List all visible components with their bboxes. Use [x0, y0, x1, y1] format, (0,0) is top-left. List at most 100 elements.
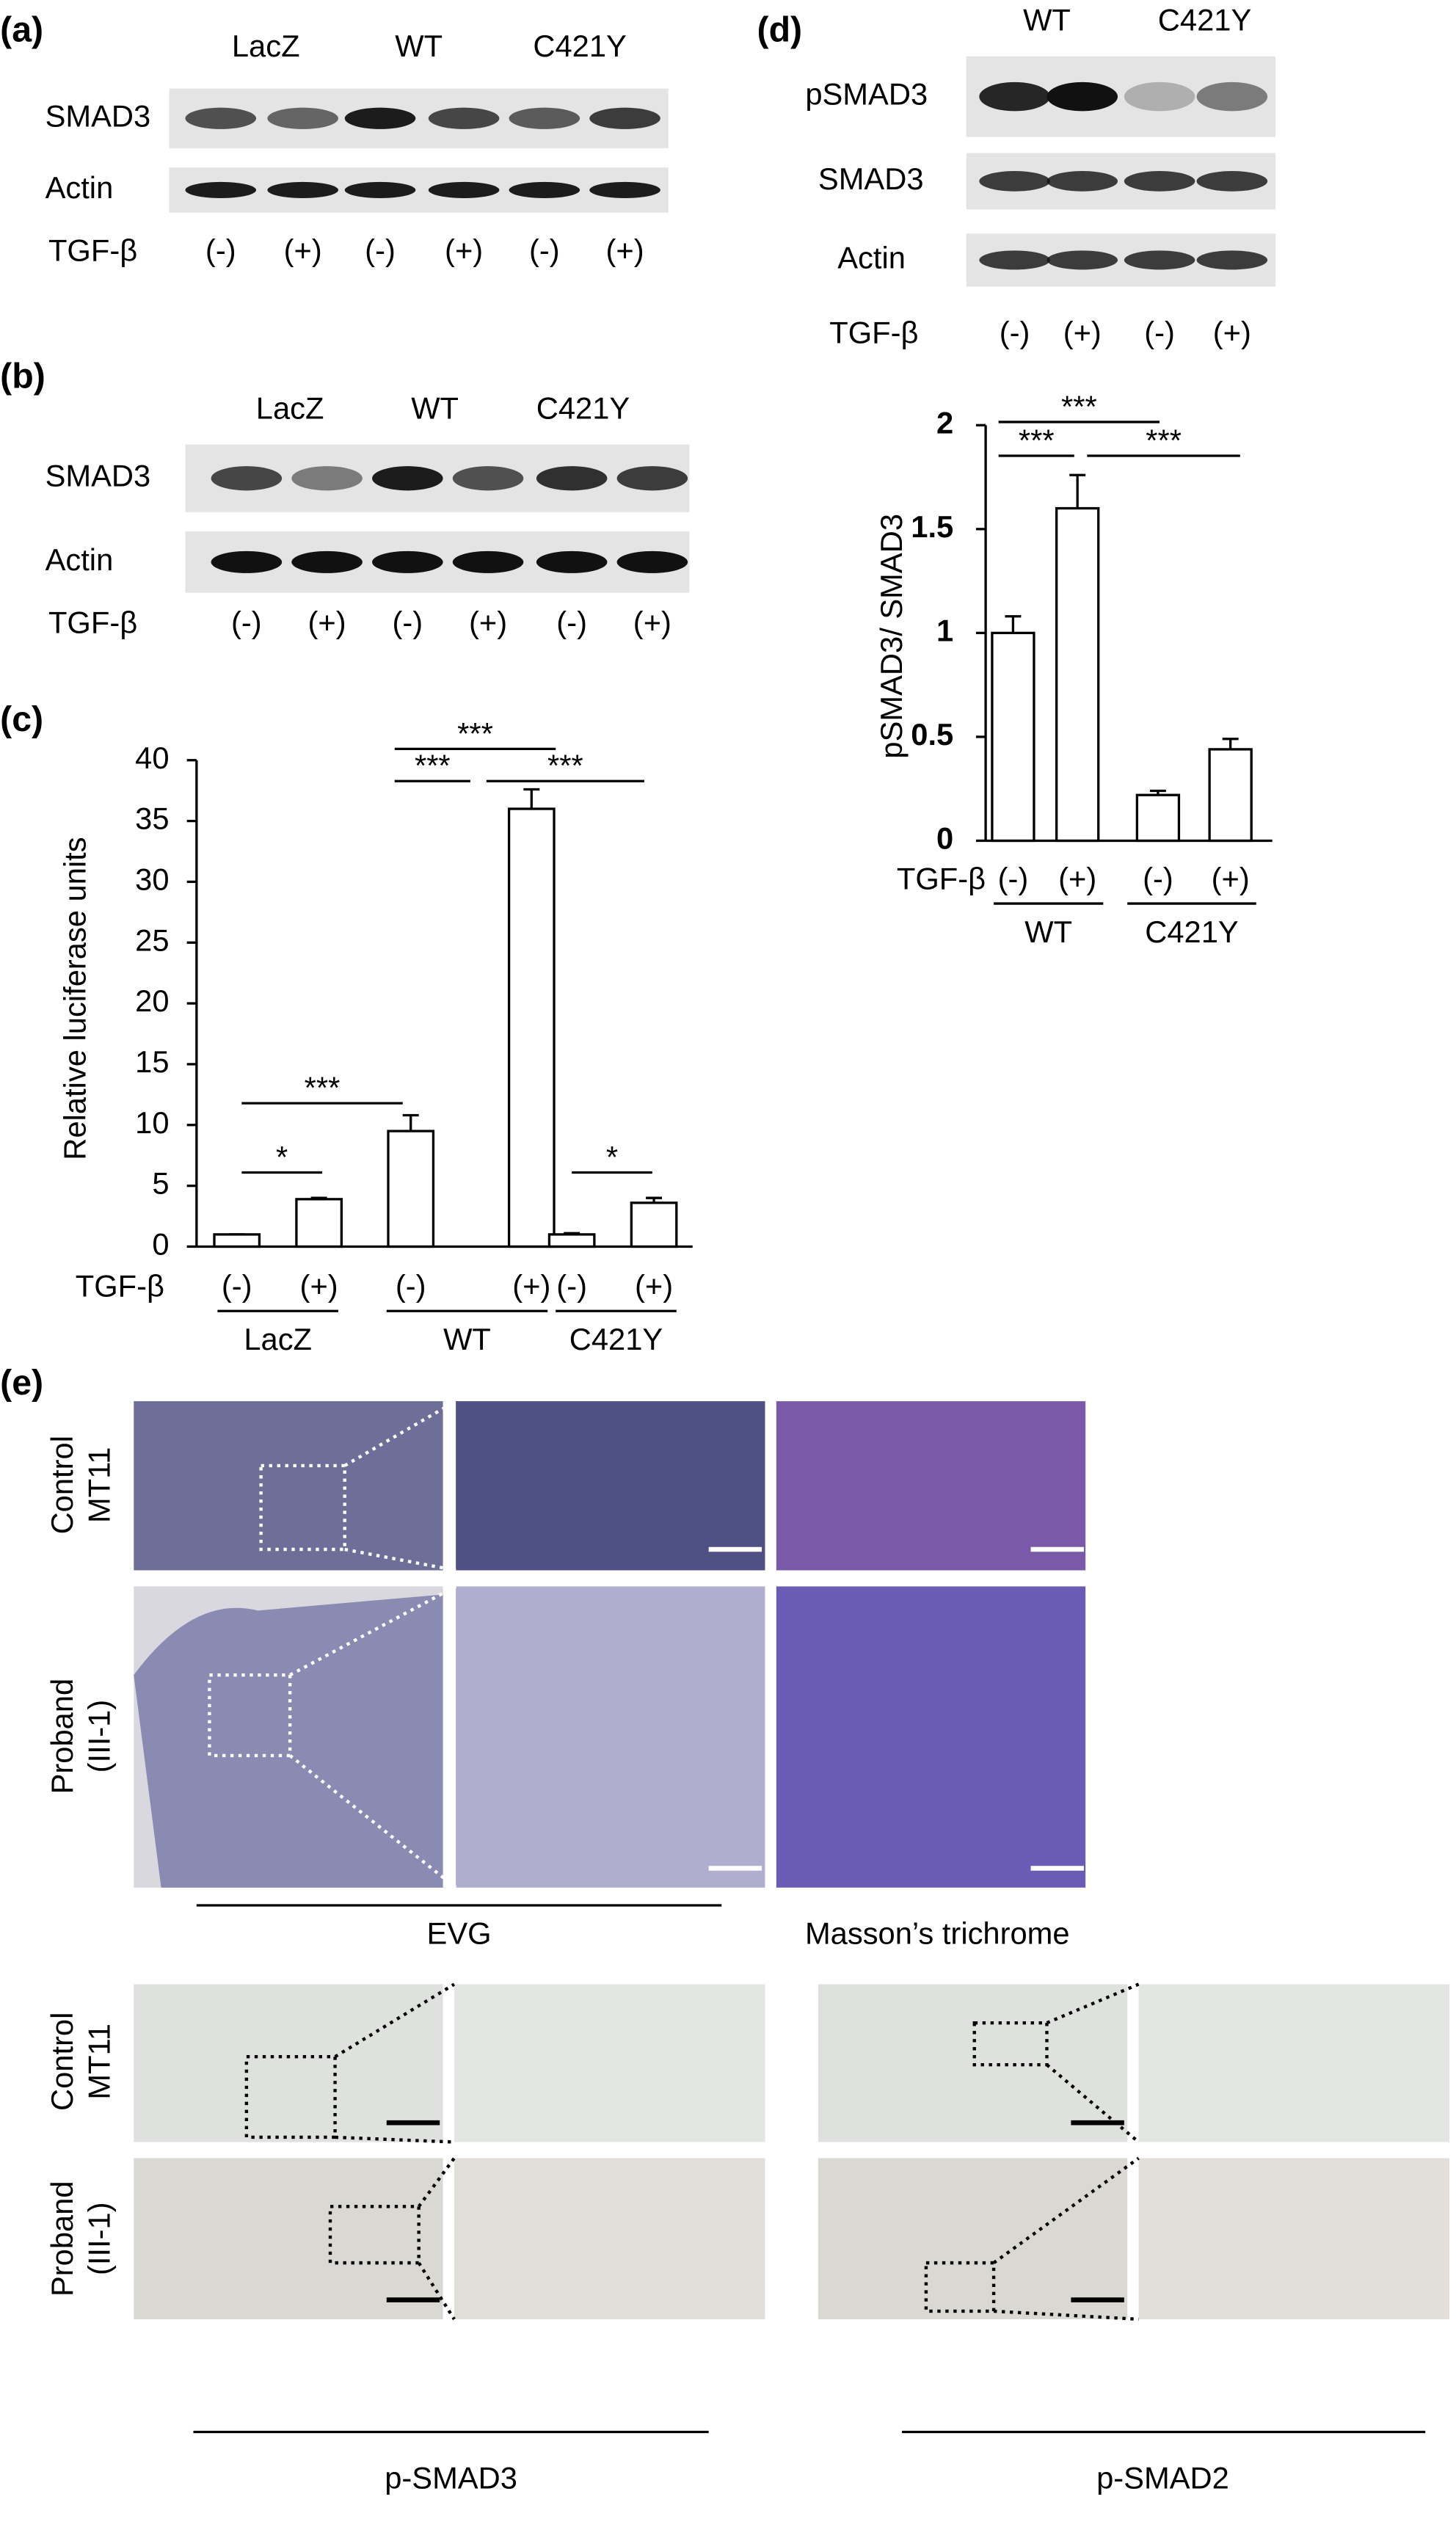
- row-label: SMAD3: [818, 161, 924, 196]
- row-label: Proband: [45, 1679, 79, 1795]
- blot-band: [1124, 171, 1195, 192]
- y-axis-label: pSMAD3/ SMAD3: [874, 514, 909, 759]
- error-bar: [310, 1196, 327, 1199]
- error-bar: [646, 1196, 663, 1203]
- blot-band: [267, 107, 338, 129]
- significance-label: ***: [1019, 423, 1055, 457]
- treatment-label: TGF-β: [76, 1269, 164, 1304]
- row-label: Actin: [46, 542, 114, 577]
- blot-band: [979, 171, 1050, 192]
- lane-label: (-): [556, 605, 587, 639]
- lane-label: (+): [606, 233, 644, 268]
- bar: [1055, 506, 1100, 843]
- zoom-line: [993, 2309, 1139, 2321]
- row-label: (III-1): [81, 1700, 116, 1773]
- significance-label: ***: [547, 749, 583, 783]
- blot-band: [1046, 250, 1118, 270]
- group-label: C421Y: [533, 29, 626, 63]
- zoom-line: [992, 2156, 1140, 2264]
- error-bar: [1222, 738, 1239, 749]
- blot-band: [509, 181, 580, 198]
- x-tick-label: (+): [1058, 861, 1096, 895]
- significance-label: ***: [415, 749, 451, 783]
- zoom-line: [344, 1547, 456, 1572]
- blot-band: [452, 466, 524, 491]
- bar: [213, 1233, 261, 1248]
- panel-label: (a): [0, 10, 43, 50]
- lane-label: (+): [445, 233, 483, 268]
- x-tick-label: (-): [998, 861, 1029, 895]
- bar: [507, 807, 556, 1248]
- bar: [1135, 793, 1181, 843]
- micrograph: [454, 2158, 765, 2319]
- group-label: WT: [1024, 915, 1072, 949]
- bar: [1208, 748, 1253, 843]
- blot-band: [267, 181, 338, 198]
- error-bar: [1149, 789, 1166, 796]
- zoom-line: [417, 2261, 456, 2321]
- x-tick-label: (+): [300, 1269, 338, 1304]
- micrograph: [134, 1984, 443, 2142]
- blot-band: [1046, 171, 1118, 192]
- error-bar: [1069, 473, 1086, 509]
- blot-band: [291, 550, 363, 573]
- y-tick-label: 5: [152, 1166, 169, 1201]
- significance-label: *: [276, 1140, 288, 1174]
- blot-band: [452, 550, 524, 573]
- stain-label: Masson’s trichrome: [805, 1916, 1070, 1951]
- blot-band: [509, 107, 580, 129]
- micrograph: [456, 1401, 765, 1571]
- zoom-box: [924, 2261, 996, 2313]
- blot-band: [1196, 171, 1268, 192]
- bar: [547, 1233, 596, 1248]
- zoom-box: [208, 1673, 292, 1758]
- panel-label: (e): [0, 1363, 43, 1403]
- x-tick-label: (-): [556, 1269, 587, 1304]
- blot-band: [185, 107, 257, 129]
- blot-band: [589, 181, 660, 198]
- lane-label: (-): [1144, 315, 1175, 349]
- micrograph: [134, 1401, 443, 1571]
- x-tick-label: (+): [1212, 861, 1250, 895]
- micrograph: [456, 1586, 765, 1888]
- x-tick-label: (+): [635, 1269, 673, 1304]
- y-tick-label: 15: [135, 1044, 169, 1079]
- lane-label: (+): [284, 233, 322, 268]
- zoom-box: [244, 2055, 337, 2139]
- lane-label: (-): [392, 605, 423, 639]
- group-label: LacZ: [232, 29, 300, 63]
- y-tick-label: 30: [135, 862, 169, 896]
- zoom-line: [288, 1754, 457, 1889]
- blot-band: [211, 550, 283, 573]
- x-tick-label: (-): [396, 1269, 426, 1304]
- error-bar: [523, 788, 540, 810]
- stain-label: p-SMAD2: [1096, 2460, 1229, 2495]
- blot-band: [1196, 81, 1268, 112]
- lane-label: (-): [205, 233, 236, 268]
- group-label: C421Y: [1158, 3, 1251, 37]
- blot-band: [536, 466, 608, 491]
- stain-label: p-SMAD3: [385, 2460, 517, 2495]
- row-label: pSMAD3: [805, 77, 928, 112]
- zoom-line: [343, 1400, 457, 1467]
- y-tick-label: 35: [135, 801, 169, 836]
- row-label: SMAD3: [46, 98, 151, 133]
- y-tick-label: 20: [135, 983, 169, 1018]
- y-tick-label: 10: [135, 1105, 169, 1140]
- treatment-label: TGF-β: [48, 605, 137, 639]
- group-label: WT: [411, 391, 459, 426]
- blot-band: [372, 466, 443, 491]
- lane-label: (-): [231, 605, 262, 639]
- significance-label: ***: [457, 716, 493, 751]
- significance-label: ***: [1061, 389, 1097, 423]
- micrograph: [134, 2158, 443, 2319]
- error-bar: [402, 1113, 419, 1132]
- group-label: C421Y: [536, 391, 630, 426]
- zoom-line: [335, 2135, 455, 2144]
- y-axis-label: Relative luciferase units: [57, 837, 92, 1160]
- row-label: Control: [45, 1436, 79, 1534]
- x-tick-label: (+): [512, 1269, 550, 1304]
- treatment-label: TGF-β: [897, 861, 986, 895]
- row-label: MT11: [81, 2024, 116, 2099]
